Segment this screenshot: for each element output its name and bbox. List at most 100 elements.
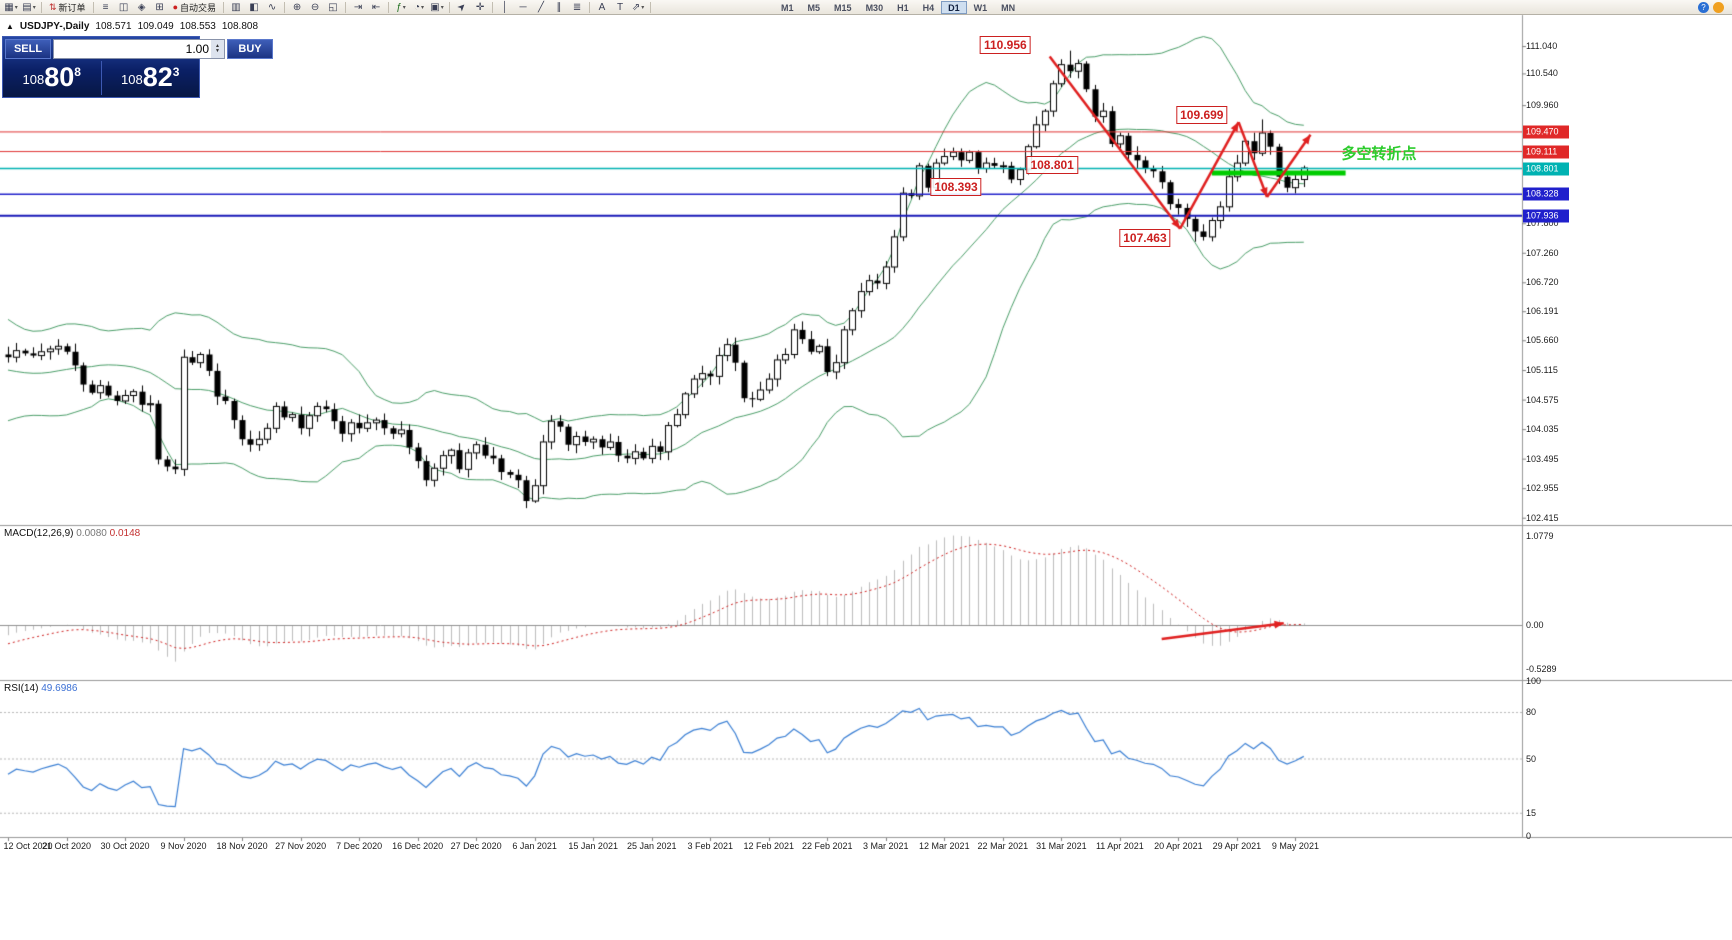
timeframe-m15[interactable]: M15	[834, 2, 852, 13]
zoom-out-icon[interactable]: ⊖	[310, 1, 320, 13]
chart-shift-icon[interactable]: ⇤	[371, 1, 381, 13]
rsi-name: RSI(14)	[4, 683, 39, 694]
trade-panel-toggle-icon[interactable]: ▲	[6, 22, 14, 31]
candlestick-chart-icon[interactable]: ◧	[249, 1, 259, 13]
toolbar-separator	[492, 1, 494, 13]
bar-chart-icon[interactable]: ▥	[231, 1, 241, 13]
toolbar-right: ?	[1698, 1, 1724, 13]
price-callout[interactable]: 108.393	[930, 178, 982, 197]
date-axis-label: 27 Dec 2020	[450, 841, 502, 851]
price-callout[interactable]: 108.801	[1026, 156, 1078, 174]
timeframe-h4[interactable]: H4	[922, 2, 935, 13]
macd-axis-label: -0.5289	[1526, 663, 1557, 674]
channel-icon[interactable]: ∥	[556, 1, 562, 13]
price-callout[interactable]: 109.699	[1176, 105, 1228, 124]
timeframe-mn[interactable]: MN	[1001, 2, 1016, 13]
symbol-title: USDJPY-,Daily	[19, 21, 90, 32]
price-axis-label: 104.575	[1526, 394, 1559, 405]
auto-scroll-icon[interactable]: ⇥	[353, 1, 363, 13]
toolbar-separator	[223, 1, 225, 13]
label-icon[interactable]: T	[616, 1, 624, 13]
indicators-icon[interactable]: ƒ ▾	[396, 1, 406, 13]
sell-button[interactable]: SELL	[5, 39, 51, 59]
date-axis-label: 6 Jan 2021	[512, 841, 557, 851]
fibonacci-icon[interactable]: ≣	[572, 1, 582, 13]
price-axis-label: 107.260	[1526, 247, 1559, 258]
arrows-icon[interactable]: ⇗ ▾	[631, 1, 645, 13]
timeframe-w1[interactable]: W1	[973, 2, 988, 13]
timeframe-h1[interactable]: H1	[897, 2, 909, 13]
toolbar: ▦ ▾ ▤ ▾ ⇅ 新订单 ≡ ◫ ◈ ⊞ ● 自动交易 ▥ ◧ ∿ ⊕ ⊖ ◱ ⇥ ⇤ ƒ ▾ ◔ ▾ ▣ ▾ ➤ ✛ │ ─ ╱ ∥ ≣ A T…	[0, 0, 1732, 15]
date-axis-label: 12 Oct 2020	[3, 841, 53, 851]
volume-input[interactable]	[54, 40, 211, 58]
toolbar-separator	[650, 1, 652, 13]
toolbar-separator	[388, 1, 390, 13]
help-icon[interactable]: ?	[1698, 1, 1709, 13]
cursor-icon[interactable]: ➤	[455, 0, 469, 14]
crosshair-icon[interactable]: ✛	[475, 1, 485, 13]
sell-price[interactable]: 108 80 8	[3, 61, 101, 95]
price-tag: 109.470	[1523, 125, 1569, 139]
macd-indicator-label: MACD(12,26,9) 0.0080 0.0148	[4, 528, 140, 539]
rsi-value: 49.6986	[41, 683, 78, 694]
buy-button[interactable]: BUY	[227, 39, 273, 59]
date-axis-label: 3 Mar 2021	[863, 841, 909, 851]
timeframe-d1[interactable]: D1	[941, 0, 967, 14]
date-axis-label: 12 Feb 2021	[743, 841, 795, 851]
date-axis-label: 12 Mar 2021	[919, 841, 970, 851]
tile-windows-icon[interactable]: ◱	[328, 1, 338, 13]
rsi-axis-label: 80	[1526, 707, 1537, 717]
toolbar-separator	[449, 1, 451, 13]
navigator-icon[interactable]: ◈	[137, 1, 146, 13]
price-tag: 107.936	[1523, 209, 1569, 223]
horizontal-line-icon[interactable]: ─	[519, 1, 527, 13]
date-axis-label: 11 Apr 2021	[1095, 841, 1144, 851]
timeframe-m1[interactable]: M1	[781, 2, 794, 13]
buy-price-big: 82	[142, 62, 173, 92]
price-callout[interactable]: 107.463	[1119, 229, 1171, 247]
macd-main-value: 0.0080	[76, 528, 107, 539]
text-icon[interactable]: A	[598, 1, 606, 13]
buy-price[interactable]: 108 82 3	[102, 61, 200, 95]
zoom-in-icon[interactable]: ⊕	[292, 1, 302, 13]
trade-panel-divider	[100, 61, 102, 95]
date-axis-label: 3 Feb 2021	[687, 841, 734, 851]
toolbar-icons: ▦ ▾ ▤ ▾ ⇅ 新订单 ≡ ◫ ◈ ⊞ ● 自动交易 ▥ ◧ ∿ ⊕ ⊖ ◱ ⇥ ⇤ ƒ ▾ ◔ ▾ ▣ ▾ ➤ ✛ │ ─ ╱ ∥ ≣ A T…	[2, 0, 654, 14]
autotrading-button[interactable]: ● 自动交易	[172, 2, 217, 13]
date-axis-label: 22 Mar 2021	[977, 841, 1029, 851]
volume-stepper[interactable]: ▲ ▼	[211, 40, 224, 58]
new-chart-icon[interactable]: ▦ ▾	[4, 1, 18, 13]
date-axis-label: 27 Nov 2020	[275, 841, 327, 851]
price-tag: 108.328	[1523, 187, 1569, 201]
sell-price-base: 108	[22, 72, 45, 87]
price-axis-label: 109.960	[1526, 100, 1559, 111]
timeframe-m30[interactable]: M30	[865, 2, 884, 13]
new-order-button[interactable]: ⇅ 新订单	[49, 1, 86, 13]
profiles-icon[interactable]: ▤ ▾	[22, 1, 36, 13]
price-callout[interactable]: 110.956	[979, 35, 1031, 54]
terminal-icon[interactable]: ⊞	[155, 1, 164, 13]
periods-icon[interactable]: ◔ ▾	[413, 1, 425, 13]
timeframe-m5[interactable]: M5	[807, 2, 821, 13]
community-icon[interactable]	[1713, 1, 1724, 13]
price-tag: 109.111	[1523, 145, 1569, 159]
data-window-icon[interactable]: ◫	[118, 1, 129, 13]
rsi-axis-label: 0	[1526, 831, 1532, 841]
rsi-axis-label: 50	[1526, 753, 1537, 764]
price-axis-label: 110.540	[1526, 68, 1558, 79]
date-axis-label: 16 Dec 2020	[392, 841, 444, 851]
vertical-line-icon[interactable]: │	[501, 1, 509, 13]
trendline-icon[interactable]: ╱	[538, 1, 545, 13]
ohlc-open: 108.571	[95, 21, 132, 32]
templates-icon[interactable]: ▣ ▾	[430, 1, 444, 13]
line-chart-icon[interactable]: ∿	[267, 1, 277, 13]
price-axis-label: 111.040	[1526, 41, 1558, 52]
toolbar-separator	[284, 1, 286, 13]
date-axis-label: 22 Feb 2021	[801, 841, 853, 851]
market-watch-icon[interactable]: ≡	[102, 1, 109, 13]
rsi-indicator-label: RSI(14) 49.6986	[4, 683, 77, 694]
ohlc-high: 109.049	[137, 21, 174, 32]
buy-price-base: 108	[121, 72, 143, 87]
